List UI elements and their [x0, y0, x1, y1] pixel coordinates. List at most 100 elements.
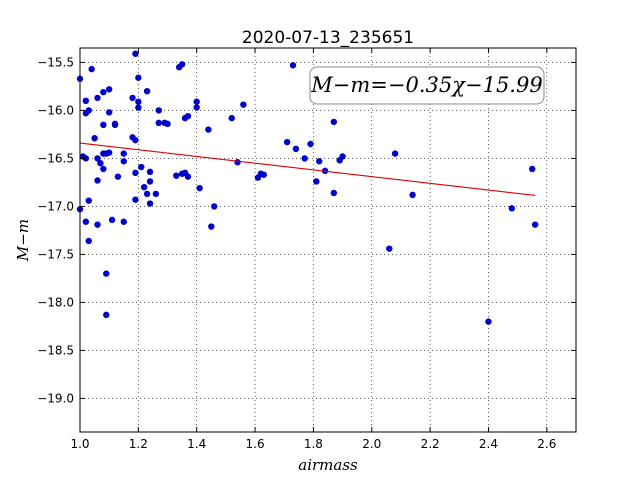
x-tick-label: 2.2 [421, 437, 440, 451]
data-point [85, 197, 92, 204]
data-point [91, 135, 98, 142]
y-tick-label: −15.5 [37, 55, 74, 69]
x-tick-label: 2.6 [537, 437, 556, 451]
data-point [88, 65, 95, 73]
data-point [105, 86, 113, 93]
data-point [196, 184, 203, 192]
data-point [135, 98, 142, 105]
data-point [97, 160, 104, 167]
data-point [330, 189, 338, 197]
data-point [307, 140, 314, 148]
data-point [146, 178, 154, 185]
data-point [135, 74, 142, 81]
data-point [313, 178, 320, 185]
x-tick-label: 1.6 [246, 437, 265, 451]
data-point [108, 216, 116, 224]
data-point [94, 94, 101, 102]
y-tick-label: −16.5 [37, 151, 74, 165]
data-point [205, 126, 212, 133]
data-point [132, 169, 139, 176]
fit-line-group [79, 142, 536, 197]
data-point [143, 190, 151, 198]
data-point [85, 237, 92, 245]
data-point [82, 97, 90, 105]
data-point [114, 173, 122, 180]
grid-lines [79, 48, 576, 432]
data-point [82, 155, 90, 162]
data-point [316, 158, 323, 165]
data-point [193, 104, 200, 111]
data-point [485, 318, 492, 325]
data-point [146, 168, 154, 176]
y-tick-label: −18.0 [37, 295, 74, 309]
data-point [391, 150, 399, 157]
data-point [529, 165, 536, 173]
y-axis-ticks: −15.5 −16.0 −16.5 −17.0 −17.5 −18.0 −18.5 −19.0 [37, 55, 576, 405]
data-point [82, 218, 90, 225]
data-point [508, 205, 516, 212]
data-point [339, 153, 346, 160]
data-point [409, 191, 416, 199]
data-point [240, 101, 247, 108]
x-tick-label: 2.0 [362, 437, 381, 451]
data-point [152, 190, 160, 198]
data-point [292, 145, 300, 152]
x-tick-label: 1.4 [187, 437, 206, 451]
data-point [132, 50, 139, 57]
y-tick-label: −19.0 [37, 391, 74, 405]
data-point [100, 88, 107, 96]
y-axis-label: M−m [14, 219, 32, 262]
data-point [289, 62, 297, 69]
data-point [138, 163, 145, 171]
data-point [94, 221, 101, 228]
data-point [129, 94, 136, 102]
data-point [184, 173, 192, 180]
data-point [283, 138, 291, 146]
x-axis-label: airmass [298, 456, 358, 474]
data-point [111, 121, 119, 128]
fit-equation-label: M−m=−0.35χ−15.99 [310, 73, 542, 97]
data-point [105, 109, 113, 116]
data-point [234, 159, 241, 166]
data-point [146, 200, 154, 207]
data-point [103, 270, 110, 277]
y-tick-label: −17.0 [37, 199, 74, 213]
data-point [531, 221, 539, 228]
data-point [173, 172, 180, 179]
y-tick-label: −16.0 [37, 103, 74, 117]
data-point [330, 118, 338, 126]
x-tick-label: 1.2 [129, 437, 148, 451]
data-point [193, 98, 200, 105]
data-point [100, 121, 107, 128]
data-point [155, 119, 162, 127]
data-point [120, 150, 127, 157]
y-tick-label: −18.5 [37, 343, 74, 357]
data-points [76, 50, 539, 325]
data-point [100, 165, 107, 173]
data-point [155, 107, 162, 114]
annotation-box [309, 66, 545, 105]
data-point [260, 171, 268, 178]
data-point [164, 120, 171, 128]
data-point [132, 196, 139, 203]
data-point [94, 177, 101, 184]
x-tick-label: 1.0 [70, 437, 89, 451]
x-axis-ticks: 1.0 1.2 1.4 1.6 1.8 2.0 2.2 2.4 2.6 [70, 48, 556, 451]
data-point [105, 149, 113, 156]
data-point [140, 184, 148, 191]
x-tick-label: 2.4 [479, 437, 498, 451]
data-point [178, 61, 186, 68]
data-point [85, 107, 92, 114]
plot-frame [79, 47, 577, 433]
chart-title: 2020-07-13_235651 [242, 28, 414, 48]
data-point [135, 104, 142, 111]
y-tick-label: −17.5 [37, 247, 74, 261]
data-point [211, 203, 218, 210]
x-tick-label: 1.8 [304, 437, 323, 451]
data-point [386, 245, 393, 252]
data-point [208, 223, 215, 230]
data-point [94, 155, 101, 162]
fit-line [79, 142, 536, 197]
data-point [301, 155, 308, 162]
